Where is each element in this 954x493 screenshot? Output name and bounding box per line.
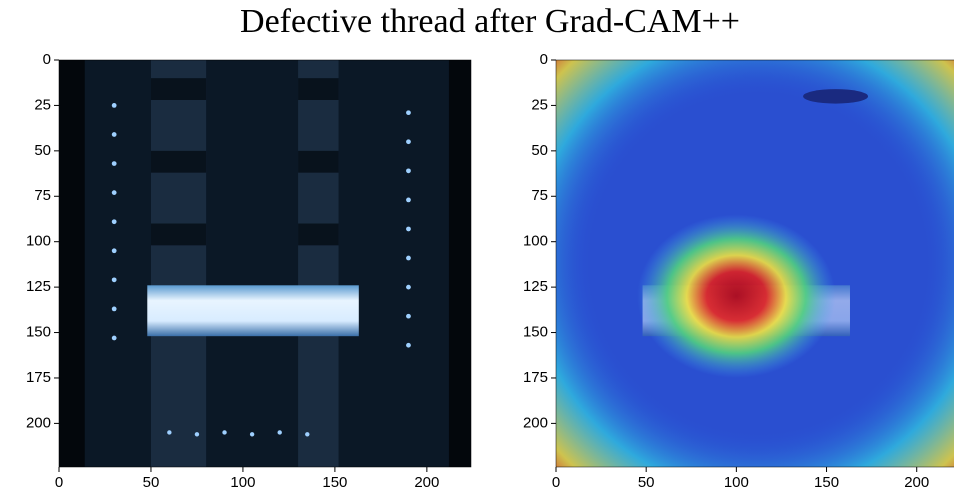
dot xyxy=(111,190,117,196)
y-tick-label: 175 xyxy=(26,369,51,386)
dot xyxy=(406,255,411,261)
y-tick-label: 0 xyxy=(540,51,548,68)
y-tick-label: 25 xyxy=(531,96,548,113)
dot xyxy=(406,110,411,116)
dot xyxy=(111,219,117,225)
dot xyxy=(406,197,411,203)
axes-frame xyxy=(58,59,472,468)
y-tick-label: 0 xyxy=(43,51,51,68)
y-tick-label: 200 xyxy=(26,414,51,431)
y-tick-label: 150 xyxy=(26,324,51,341)
dot xyxy=(111,132,117,137)
dot xyxy=(194,432,200,437)
slot xyxy=(150,223,207,246)
slot xyxy=(298,78,339,100)
dot xyxy=(406,284,411,290)
dot xyxy=(111,335,117,341)
y-tick-label: 75 xyxy=(531,187,548,204)
slot xyxy=(298,150,339,173)
image-panel xyxy=(556,60,954,467)
y-tick-label: 125 xyxy=(523,278,548,295)
dot xyxy=(406,226,411,232)
cold-spot xyxy=(803,89,869,104)
band xyxy=(298,60,339,467)
x-tick-label: 0 xyxy=(55,474,63,491)
x-tick-label: 150 xyxy=(814,474,839,491)
y-tick-label: 100 xyxy=(26,233,51,250)
dot xyxy=(111,277,117,283)
y-tick-label: 25 xyxy=(34,96,51,113)
x-tick-label: 50 xyxy=(143,474,160,491)
x-tick-label: 100 xyxy=(724,474,749,491)
y-tick-label: 75 xyxy=(34,187,51,204)
dot xyxy=(406,139,411,145)
slot xyxy=(150,150,207,173)
y-tick-label: 200 xyxy=(523,414,548,431)
edge xyxy=(448,60,471,467)
x-tick-label: 50 xyxy=(638,474,655,491)
x-tick-label: 200 xyxy=(414,474,439,491)
x-tick-label: 0 xyxy=(552,474,560,491)
dot xyxy=(305,432,310,437)
image-panel xyxy=(59,60,471,467)
y-tick-label: 125 xyxy=(26,278,51,295)
slot xyxy=(150,78,207,100)
axes-frame xyxy=(555,59,954,468)
dot xyxy=(406,168,411,174)
y-tick-label: 150 xyxy=(523,324,548,341)
dot xyxy=(111,248,117,254)
dot xyxy=(111,103,117,108)
y-tick-label: 50 xyxy=(531,142,548,159)
dot xyxy=(167,430,172,435)
band xyxy=(150,60,207,467)
dot xyxy=(406,342,411,348)
x-tick-label: 100 xyxy=(230,474,255,491)
dot xyxy=(111,161,117,166)
dot xyxy=(111,306,117,312)
y-tick-label: 50 xyxy=(34,142,51,159)
y-tick-label: 175 xyxy=(523,369,548,386)
slot xyxy=(298,223,339,246)
background xyxy=(59,60,471,467)
dot xyxy=(277,430,282,435)
dot xyxy=(222,430,227,435)
figure-title: Defective thread after Grad-CAM++ xyxy=(240,3,740,40)
x-tick-label: 150 xyxy=(322,474,347,491)
dot xyxy=(406,313,411,319)
dot xyxy=(249,432,255,437)
y-tick-label: 100 xyxy=(523,233,548,250)
thread xyxy=(147,285,359,337)
edge xyxy=(59,60,85,467)
x-tick-label: 200 xyxy=(904,474,929,491)
heat-blob xyxy=(637,214,836,378)
